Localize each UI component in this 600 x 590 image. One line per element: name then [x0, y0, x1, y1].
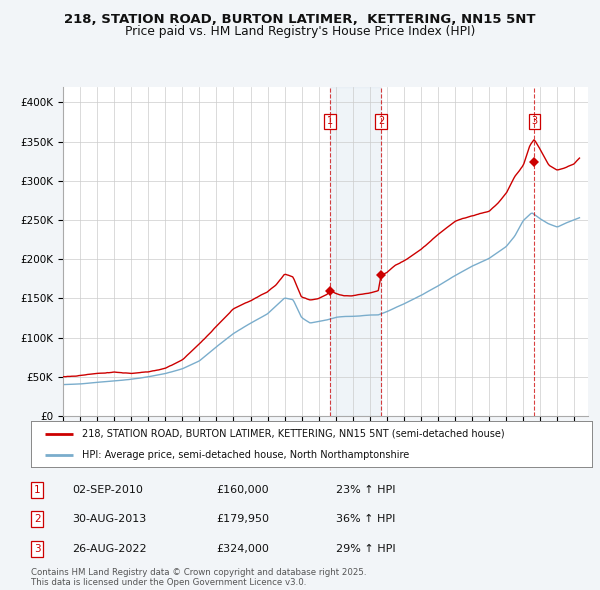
Text: 23% ↑ HPI: 23% ↑ HPI: [336, 485, 395, 494]
Text: £324,000: £324,000: [216, 544, 269, 553]
Text: £179,950: £179,950: [216, 514, 269, 524]
Bar: [330, 87, 381, 416]
Text: 1: 1: [327, 116, 333, 126]
Text: 2: 2: [378, 116, 384, 126]
Text: 26-AUG-2022: 26-AUG-2022: [72, 544, 146, 553]
Text: 2: 2: [34, 514, 41, 524]
Text: 29% ↑ HPI: 29% ↑ HPI: [336, 544, 395, 553]
Text: 36% ↑ HPI: 36% ↑ HPI: [336, 514, 395, 524]
Text: 02-SEP-2010: 02-SEP-2010: [72, 485, 143, 494]
Text: HPI: Average price, semi-detached house, North Northamptonshire: HPI: Average price, semi-detached house,…: [82, 450, 409, 460]
Text: Contains HM Land Registry data © Crown copyright and database right 2025.
This d: Contains HM Land Registry data © Crown c…: [31, 568, 367, 587]
Text: 218, STATION ROAD, BURTON LATIMER, KETTERING, NN15 5NT (semi-detached house): 218, STATION ROAD, BURTON LATIMER, KETTE…: [82, 429, 505, 439]
Text: 218, STATION ROAD, BURTON LATIMER,  KETTERING, NN15 5NT: 218, STATION ROAD, BURTON LATIMER, KETTE…: [64, 13, 536, 26]
Text: Price paid vs. HM Land Registry's House Price Index (HPI): Price paid vs. HM Land Registry's House …: [125, 25, 475, 38]
Text: 3: 3: [34, 544, 41, 553]
Text: 3: 3: [531, 116, 538, 126]
Text: 1: 1: [34, 485, 41, 494]
Text: 30-AUG-2013: 30-AUG-2013: [72, 514, 146, 524]
Text: £160,000: £160,000: [216, 485, 269, 494]
